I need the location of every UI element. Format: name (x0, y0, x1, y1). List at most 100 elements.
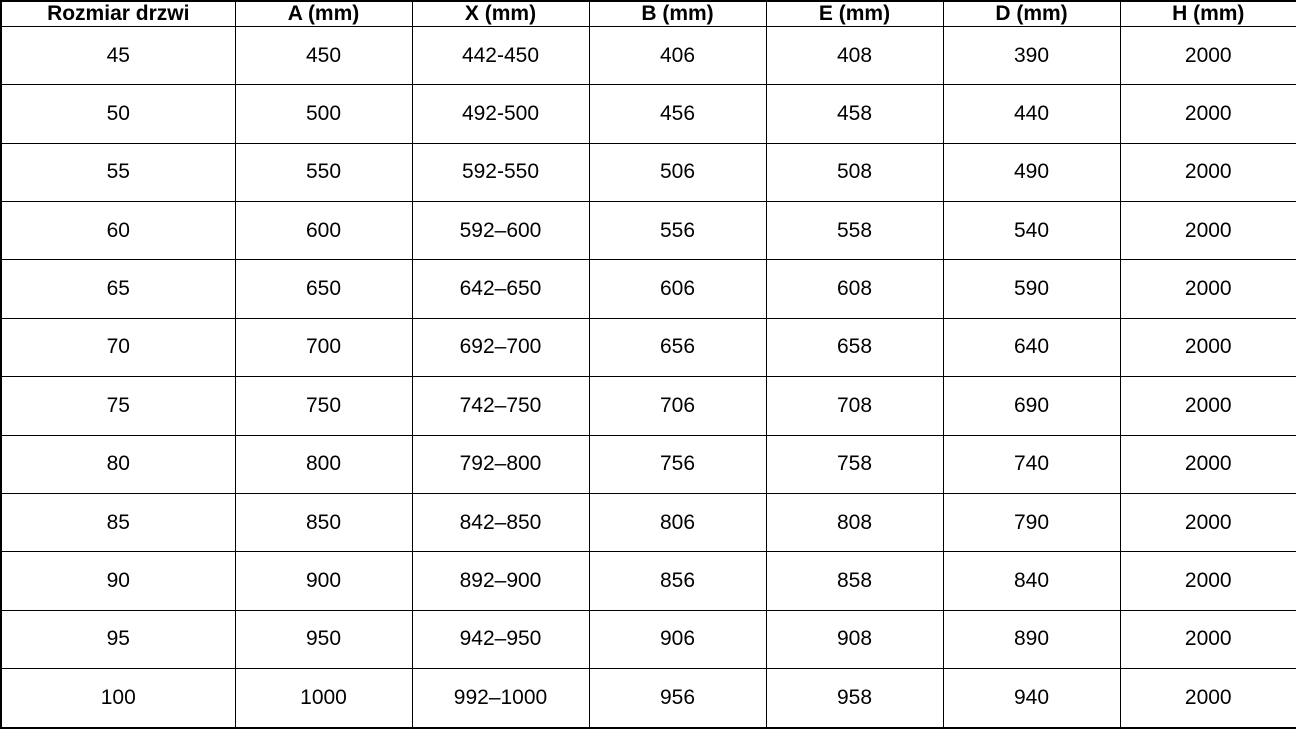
table-cell: 890 (942, 609, 1121, 669)
table-cell: 2000 (1119, 259, 1296, 319)
table-cell: 492-500 (411, 84, 590, 144)
column-header-x-mm: X (mm) (411, 0, 590, 27)
table-cell: 2000 (1119, 609, 1296, 669)
table-cell: 958 (765, 667, 944, 729)
table-cell: 440 (942, 84, 1121, 144)
table-row: 75 750 742–750 706 708 690 2000 (0, 376, 1296, 436)
table-cell: 650 (234, 259, 413, 319)
table-row: 85 850 842–850 806 808 790 2000 (0, 492, 1296, 553)
table-cell: 95 (0, 609, 236, 669)
table-cell: 2000 (1119, 317, 1296, 378)
table-row: 100 1000 992–1000 956 958 940 2000 (0, 667, 1296, 729)
table-cell: 742–750 (411, 376, 590, 436)
table-cell: 740 (942, 434, 1121, 494)
table-cell: 640 (942, 317, 1121, 378)
table-cell: 85 (0, 492, 236, 553)
table-row: 70 700 692–700 656 658 640 2000 (0, 317, 1296, 378)
table-cell: 2000 (1119, 201, 1296, 261)
table-cell: 858 (765, 551, 944, 611)
column-header-b-mm: B (mm) (588, 0, 767, 27)
table-cell: 45 (0, 25, 236, 86)
table-row: 60 600 592–600 556 558 540 2000 (0, 201, 1296, 261)
table-cell: 2000 (1119, 667, 1296, 729)
column-header-h-mm: H (mm) (1119, 0, 1296, 27)
table-cell: 856 (588, 551, 767, 611)
table-cell: 592-550 (411, 142, 590, 203)
table-cell: 458 (765, 84, 944, 144)
table-row: 65 650 642–650 606 608 590 2000 (0, 259, 1296, 319)
column-header-e-mm: E (mm) (765, 0, 944, 27)
table-cell: 892–900 (411, 551, 590, 611)
table-cell: 50 (0, 84, 236, 144)
table-row: 80 800 792–800 756 758 740 2000 (0, 434, 1296, 494)
table-cell: 658 (765, 317, 944, 378)
table-cell: 60 (0, 201, 236, 261)
table-row: 90 900 892–900 856 858 840 2000 (0, 551, 1296, 611)
table-cell: 992–1000 (411, 667, 590, 729)
column-header-rozmiar-drzwi: Rozmiar drzwi (0, 0, 236, 27)
table-cell: 2000 (1119, 142, 1296, 203)
table-cell: 842–850 (411, 492, 590, 553)
table-cell: 906 (588, 609, 767, 669)
table-cell: 558 (765, 201, 944, 261)
table-cell: 840 (942, 551, 1121, 611)
table-cell: 850 (234, 492, 413, 553)
table-row: 50 500 492-500 456 458 440 2000 (0, 84, 1296, 144)
table-cell: 100 (0, 667, 236, 729)
table-cell: 406 (588, 25, 767, 86)
table-cell: 1000 (234, 667, 413, 729)
table-cell: 608 (765, 259, 944, 319)
table-cell: 800 (234, 434, 413, 494)
table-cell: 540 (942, 201, 1121, 261)
table-cell: 806 (588, 492, 767, 553)
table-cell: 550 (234, 142, 413, 203)
table-cell: 656 (588, 317, 767, 378)
table-cell: 500 (234, 84, 413, 144)
table-cell: 708 (765, 376, 944, 436)
table-cell: 900 (234, 551, 413, 611)
table-row: 95 950 942–950 906 908 890 2000 (0, 609, 1296, 669)
table-row: 45 450 442-450 406 408 390 2000 (0, 25, 1296, 86)
table-cell: 55 (0, 142, 236, 203)
table-cell: 756 (588, 434, 767, 494)
table-cell: 70 (0, 317, 236, 378)
table-cell: 2000 (1119, 492, 1296, 553)
table-cell: 808 (765, 492, 944, 553)
table-cell: 606 (588, 259, 767, 319)
table-cell: 390 (942, 25, 1121, 86)
table-cell: 442-450 (411, 25, 590, 86)
table-cell: 556 (588, 201, 767, 261)
table-cell: 690 (942, 376, 1121, 436)
table-cell: 2000 (1119, 376, 1296, 436)
table-cell: 940 (942, 667, 1121, 729)
table-cell: 2000 (1119, 25, 1296, 86)
table-cell: 490 (942, 142, 1121, 203)
table-cell: 758 (765, 434, 944, 494)
table-cell: 692–700 (411, 317, 590, 378)
table-cell: 792–800 (411, 434, 590, 494)
header-row: Rozmiar drzwi A (mm) X (mm) B (mm) E (mm) D (… (0, 0, 1296, 27)
table-cell: 75 (0, 376, 236, 436)
table-cell: 908 (765, 609, 944, 669)
table-header: Rozmiar drzwi A (mm) X (mm) B (mm) E (mm) D (… (0, 0, 1296, 27)
table-cell: 2000 (1119, 434, 1296, 494)
table-cell: 2000 (1119, 84, 1296, 144)
table-cell: 750 (234, 376, 413, 436)
table-cell: 942–950 (411, 609, 590, 669)
table-cell: 950 (234, 609, 413, 669)
table-body: 45 450 442-450 406 408 390 2000 50 500 492-500 456… (0, 25, 1296, 729)
table-row: 55 550 592-550 506 508 490 2000 (0, 142, 1296, 203)
table-cell: 456 (588, 84, 767, 144)
table-cell: 956 (588, 667, 767, 729)
table-cell: 408 (765, 25, 944, 86)
table-cell: 706 (588, 376, 767, 436)
table-cell: 506 (588, 142, 767, 203)
column-header-d-mm: D (mm) (942, 0, 1121, 27)
table-cell: 700 (234, 317, 413, 378)
column-header-a-mm: A (mm) (234, 0, 413, 27)
table-cell: 80 (0, 434, 236, 494)
table-cell: 592–600 (411, 201, 590, 261)
table-cell: 2000 (1119, 551, 1296, 611)
